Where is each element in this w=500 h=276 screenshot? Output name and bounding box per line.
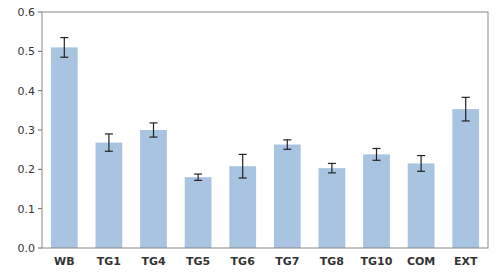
error-line bbox=[198, 174, 199, 180]
error-bar bbox=[105, 134, 113, 151]
error-cap bbox=[462, 97, 470, 98]
bar bbox=[319, 168, 346, 248]
x-tick-label: WB bbox=[54, 255, 75, 268]
error-cap bbox=[60, 37, 68, 38]
error-bar bbox=[328, 163, 336, 172]
error-bar bbox=[60, 38, 68, 58]
x-tick-label: TG7 bbox=[275, 255, 299, 268]
error-line bbox=[153, 123, 154, 137]
error-cap bbox=[283, 149, 291, 150]
error-bar bbox=[417, 156, 425, 172]
y-tick-label: 0.0 bbox=[18, 242, 36, 255]
y-tick bbox=[38, 90, 42, 91]
bar bbox=[274, 145, 301, 248]
y-tick bbox=[38, 208, 42, 209]
y-tick-label: 0.1 bbox=[18, 203, 36, 216]
bar bbox=[185, 177, 212, 248]
error-bar bbox=[283, 140, 291, 149]
y-tick bbox=[38, 130, 42, 131]
y-tick-label: 0.6 bbox=[18, 6, 36, 19]
page: {"chart_data": {"type": "bar", "categori… bbox=[0, 0, 500, 276]
plot-frame bbox=[42, 12, 488, 248]
x-tick-label: TG10 bbox=[361, 255, 393, 268]
error-bar bbox=[373, 148, 381, 160]
error-bar bbox=[194, 174, 202, 180]
bar bbox=[408, 163, 435, 248]
error-line bbox=[465, 97, 466, 121]
error-cap bbox=[239, 154, 247, 155]
error-cap bbox=[239, 177, 247, 178]
bar bbox=[363, 154, 390, 248]
error-cap bbox=[328, 163, 336, 164]
error-cap bbox=[194, 180, 202, 181]
error-cap bbox=[373, 148, 381, 149]
error-line bbox=[64, 38, 65, 58]
error-cap bbox=[417, 155, 425, 156]
y-tick bbox=[38, 169, 42, 170]
error-bar bbox=[150, 123, 158, 137]
error-cap bbox=[60, 57, 68, 58]
x-tick-label: TG1 bbox=[97, 255, 121, 268]
y-tick-label: 0.5 bbox=[18, 45, 36, 58]
y-tick bbox=[38, 51, 42, 52]
error-cap bbox=[150, 136, 158, 137]
x-tick-label: TG5 bbox=[186, 255, 210, 268]
error-cap bbox=[194, 173, 202, 174]
error-cap bbox=[105, 133, 113, 134]
error-cap bbox=[373, 160, 381, 161]
y-tick bbox=[38, 12, 42, 13]
bar bbox=[96, 143, 123, 248]
error-line bbox=[331, 163, 332, 172]
bar bbox=[51, 47, 78, 248]
x-tick-label: COM bbox=[407, 255, 435, 268]
bar bbox=[140, 130, 167, 248]
y-tick-label: 0.3 bbox=[18, 124, 36, 137]
y-tick-label: 0.2 bbox=[18, 163, 36, 176]
y-axis: 0.0 0.1 0.2 0.3 0.4 0.5 0.6 bbox=[18, 6, 43, 255]
error-cap bbox=[462, 120, 470, 121]
x-tick-label: EXT bbox=[454, 255, 478, 268]
error-line bbox=[242, 154, 243, 178]
x-axis: WB TG1 TG4 TG5 TG6 TG7 TG8 TG10 COM EXT bbox=[54, 255, 478, 268]
error-cap bbox=[283, 139, 291, 140]
error-line bbox=[108, 134, 109, 151]
y-tick-label: 0.4 bbox=[18, 85, 36, 98]
x-tick-label: TG6 bbox=[231, 255, 256, 268]
error-cap bbox=[150, 122, 158, 123]
error-cap bbox=[105, 151, 113, 152]
error-cap bbox=[417, 171, 425, 172]
error-line bbox=[376, 148, 377, 160]
bar bbox=[229, 166, 256, 248]
error-line bbox=[287, 140, 288, 149]
y-tick bbox=[38, 248, 42, 249]
error-line bbox=[421, 156, 422, 172]
error-bar bbox=[239, 154, 247, 178]
error-bar bbox=[462, 97, 470, 121]
x-tick-label: TG4 bbox=[141, 255, 166, 268]
x-tick-label: TG8 bbox=[320, 255, 344, 268]
plot-area bbox=[51, 38, 479, 248]
chart: 0.0 0.1 0.2 0.3 0.4 0.5 0.6 WB TG1 TG4 TG5 TG6 TG7 TG… bbox=[0, 0, 500, 276]
bar bbox=[452, 109, 479, 248]
error-cap bbox=[328, 172, 336, 173]
chart-container: 0.0 0.1 0.2 0.3 0.4 0.5 0.6 WB TG1 TG4 TG5 TG6 TG7 TG… bbox=[0, 0, 500, 276]
